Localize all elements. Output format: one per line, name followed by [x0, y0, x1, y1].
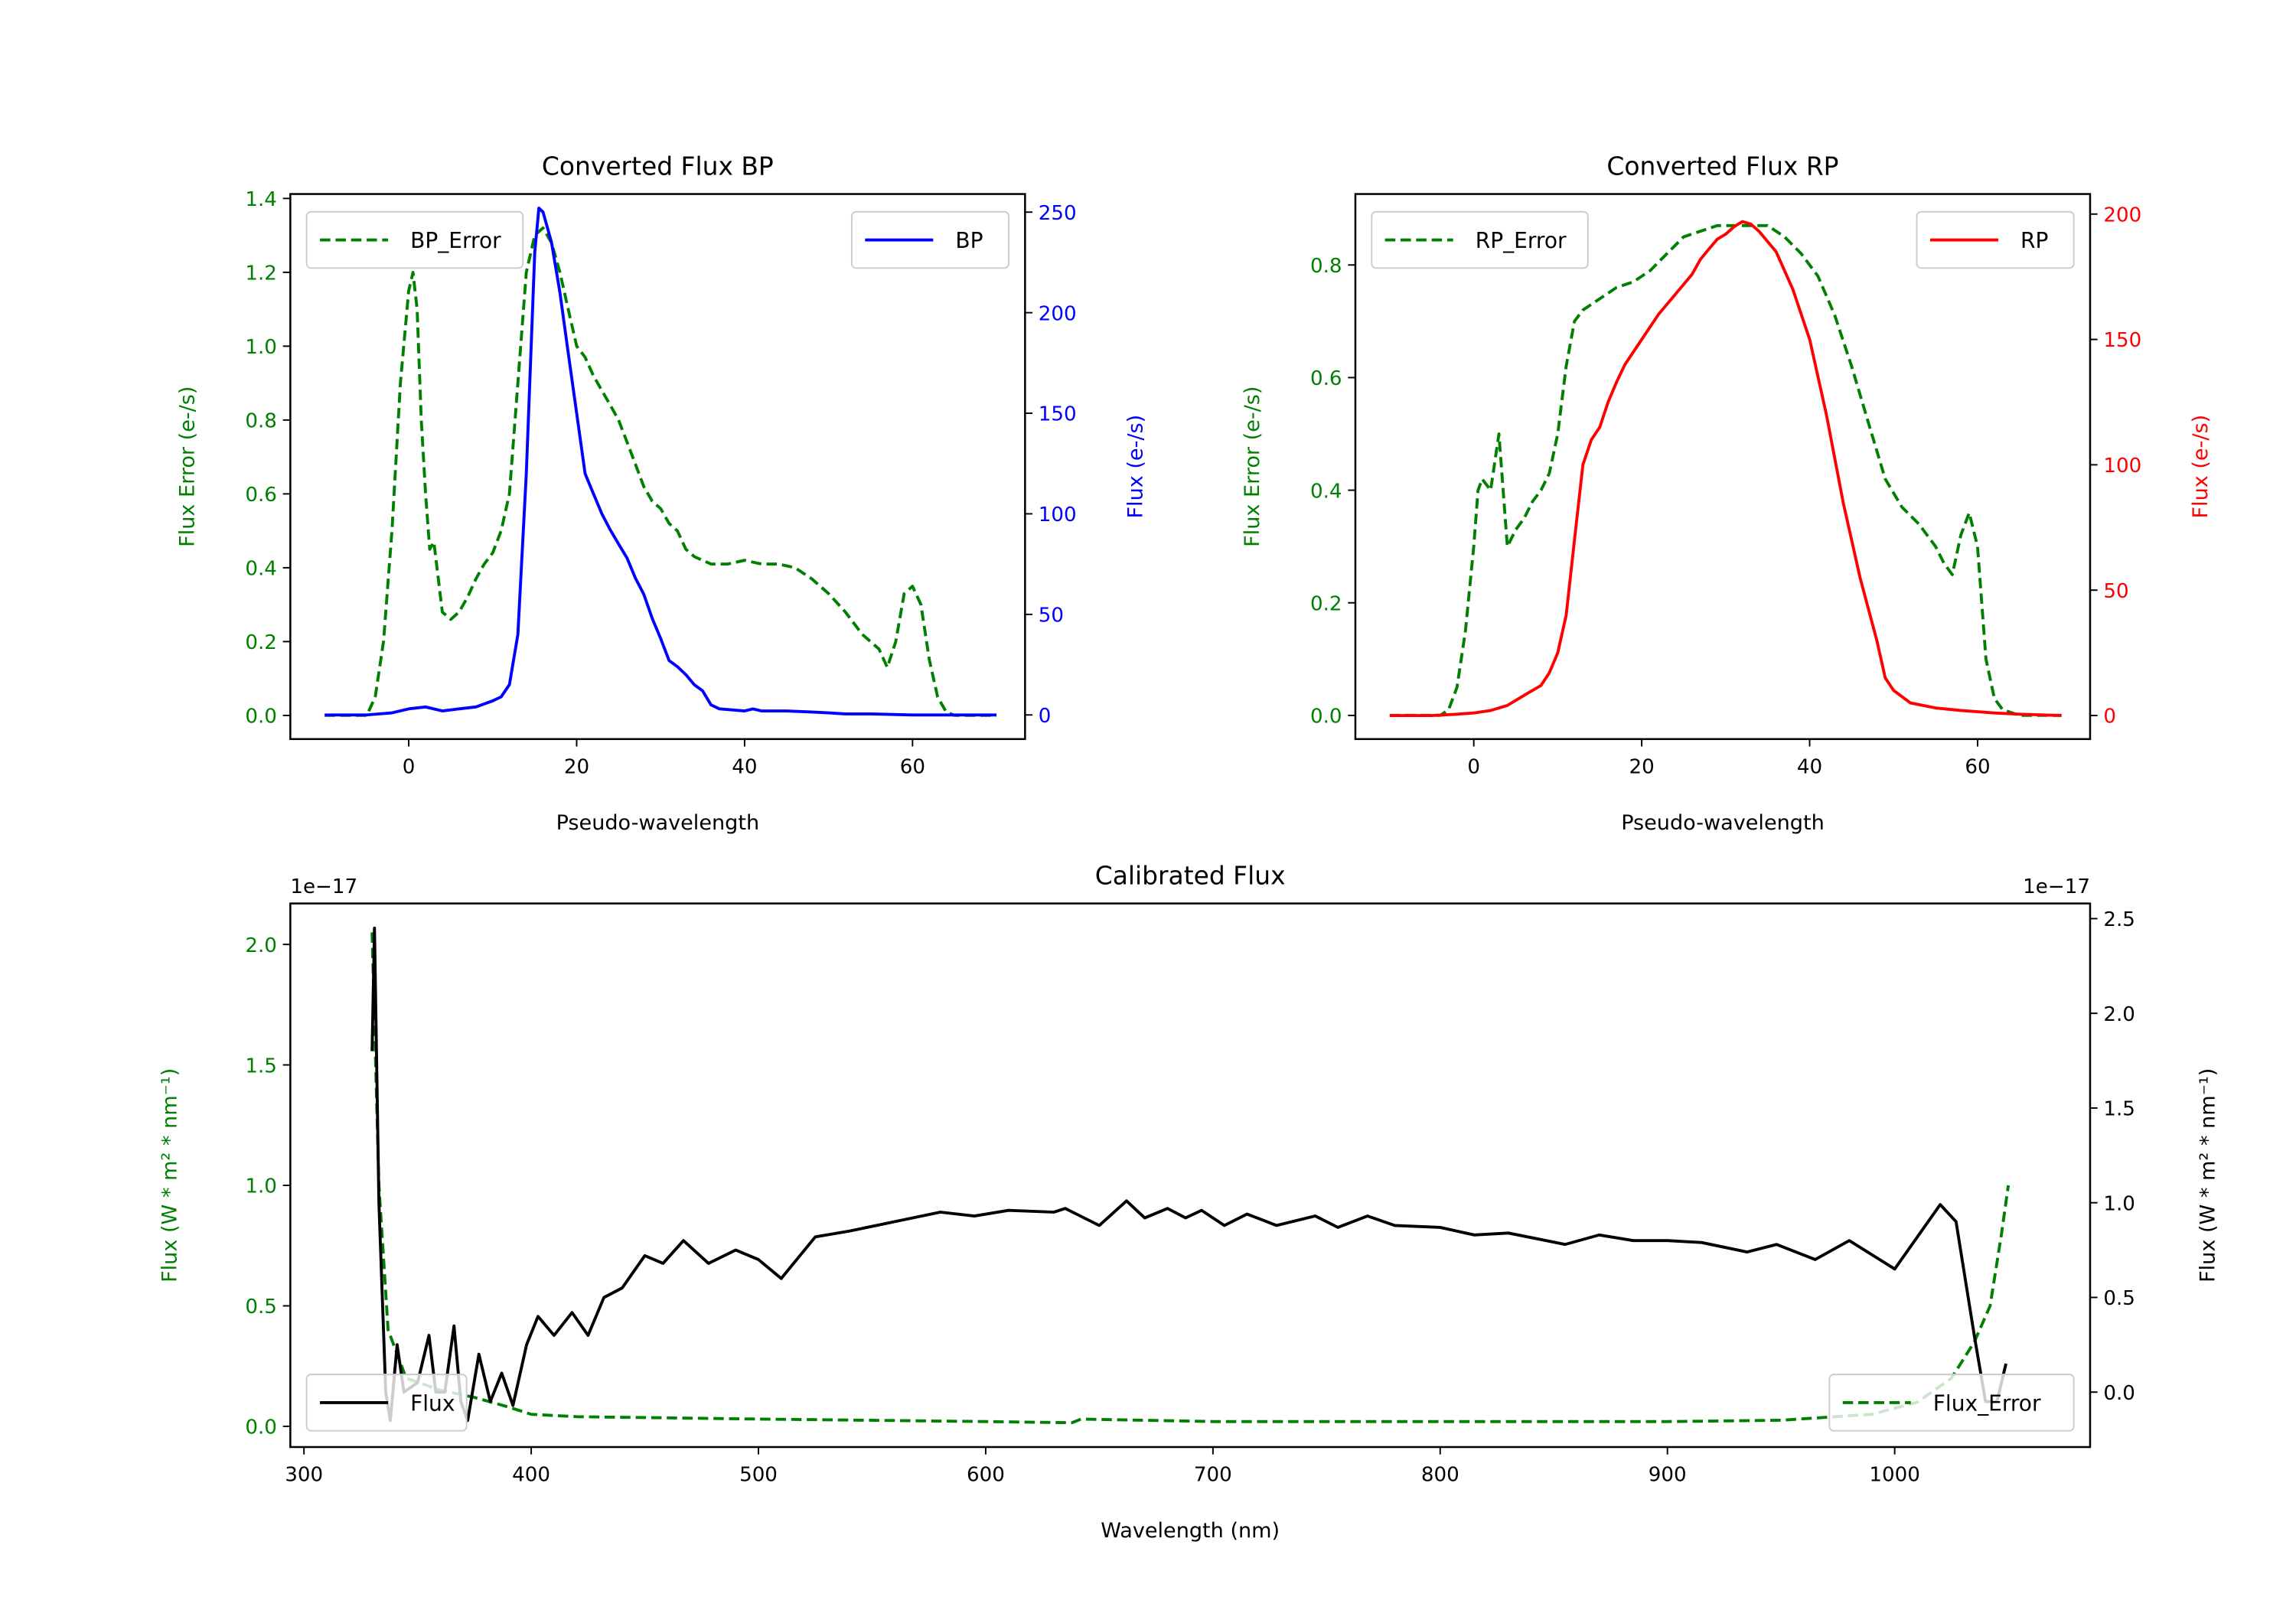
y-right-tick-label: 250	[1039, 202, 1077, 225]
series-line-rp	[1389, 220, 2062, 717]
y-right-tick-label: 2.0	[2103, 1003, 2135, 1026]
legend-label: RP	[2020, 228, 2048, 253]
legend-label: Flux_Error	[1933, 1391, 2041, 1416]
y-right-tick-label: 100	[2103, 455, 2141, 478]
series-line-bp	[325, 207, 997, 717]
axes-frame	[289, 902, 2092, 1449]
y-right-tick-label: 0.0	[2103, 1382, 2135, 1405]
y-left-axis-label: Flux Error (e-/s)	[176, 386, 200, 547]
legend-bp-error: BP_Error	[305, 210, 524, 269]
y-right-tick-label: 2.5	[2103, 908, 2135, 931]
y-left-tick-label: 1.2	[245, 262, 277, 285]
chart-panel-1: 0 20 40 60 0.0 0.2 0.4 0.6 0.8 1.0 1.2 1.4 0 50 100 150…	[176, 151, 1148, 834]
legend-box	[305, 210, 524, 269]
y-right-tick-label: 0	[1039, 705, 1052, 728]
x-tick-label: 40	[732, 755, 757, 778]
y-left-tick-label: 0.4	[245, 558, 277, 581]
y-right-tick-label: 200	[2103, 204, 2141, 227]
y-left-tick-label: 0.5	[245, 1296, 277, 1319]
x-tick-label: 500	[739, 1463, 778, 1486]
legend-box	[1371, 210, 1589, 269]
legend-label: BP_Error	[410, 228, 501, 253]
y-right-tick-label: 50	[2103, 580, 2128, 603]
y-left-tick-label: 0.6	[1310, 367, 1342, 390]
x-tick-label: 20	[564, 755, 589, 778]
legend-rp-error: RP_Error	[1371, 210, 1589, 269]
y-left-tick-label: 2.0	[245, 934, 277, 957]
x-tick-label: 20	[1629, 755, 1654, 778]
y-right-tick-label: 0.5	[2103, 1287, 2135, 1310]
chart-title: Calibrated Flux	[1095, 860, 1286, 890]
y-left-tick-label: 1.0	[245, 336, 277, 359]
y-left-tick-label: 1.0	[245, 1175, 277, 1198]
y-left-tick-label: 0.2	[1310, 592, 1342, 615]
x-axis-label: Wavelength (nm)	[1101, 1519, 1280, 1543]
chart-title: Converted Flux BP	[542, 151, 774, 181]
y-right-tick-label: 1.5	[2103, 1098, 2135, 1121]
chart-panel-2: 0 20 40 60 0.0 0.2 0.4 0.6 0.8 0 50 100 150 200 Conver…	[1241, 151, 2213, 834]
x-axis-label: Pseudo-wavelength	[556, 811, 760, 835]
y-left-tick-label: 0.6	[245, 484, 277, 507]
y-right-tick-label: 150	[2103, 329, 2141, 352]
chart-panel-3: 300 400 500 600 700 800 900 1000 0.0 0.5 1.0 1.5 2.0…	[158, 860, 2219, 1543]
y-right-axis-label: Flux (e-/s)	[2189, 415, 2213, 519]
y-left-tick-label: 0.2	[245, 631, 277, 654]
y-left-axis-label: Flux Error (e-/s)	[1241, 386, 1264, 547]
axes-frame	[1354, 193, 2092, 741]
legend-bp: BP	[850, 210, 1010, 269]
y-left-tick-label: 0.0	[1310, 706, 1342, 729]
series-line-rp-error	[1389, 223, 2062, 717]
x-tick-label: 60	[900, 755, 925, 778]
y-left-axis-label: Flux (W * m² * nm⁻¹)	[158, 1068, 181, 1283]
x-tick-label: 800	[1421, 1463, 1459, 1486]
y-left-tick-label: 0.0	[245, 1416, 277, 1439]
y-right-offset-label: 1e−17	[2023, 875, 2090, 898]
x-axis-label: Pseudo-wavelength	[1621, 811, 1825, 835]
x-tick-label: 900	[1649, 1463, 1687, 1486]
chart-title: Converted Flux RP	[1606, 151, 1838, 181]
legend-label: RP_Error	[1476, 228, 1567, 253]
series-line-bp-error	[325, 226, 997, 717]
x-tick-label: 0	[403, 755, 416, 778]
x-tick-label: 0	[1467, 755, 1480, 778]
y-left-tick-label: 1.4	[245, 188, 277, 211]
y-right-tick-label: 0	[2103, 706, 2116, 729]
y-right-tick-label: 100	[1039, 504, 1077, 526]
series-line-flux-error	[370, 932, 2011, 1425]
y-right-axis-label: Flux (e-/s)	[1124, 415, 1147, 519]
y-left-tick-label: 0.8	[245, 410, 277, 433]
legend-rp: RP	[1916, 210, 2075, 269]
y-right-tick-label: 150	[1039, 403, 1077, 426]
x-tick-label: 600	[967, 1463, 1005, 1486]
x-tick-label: 400	[512, 1463, 550, 1486]
x-tick-label: 1000	[1869, 1463, 1919, 1486]
x-tick-label: 40	[1797, 755, 1822, 778]
y-right-tick-label: 200	[1039, 302, 1077, 325]
y-right-axis-label: Flux (W * m² * nm⁻¹)	[2197, 1068, 2220, 1283]
x-tick-label: 300	[285, 1463, 323, 1486]
y-left-tick-label: 0.0	[245, 706, 277, 729]
legend-flux-error: Flux_Error	[1828, 1374, 2075, 1432]
legend-label: Flux	[410, 1391, 455, 1416]
y-left-tick-label: 1.5	[245, 1054, 277, 1077]
y-right-tick-label: 50	[1039, 605, 1064, 627]
y-left-tick-label: 0.4	[1310, 480, 1342, 503]
x-tick-label: 60	[1965, 755, 1990, 778]
legend-flux: Flux	[305, 1374, 468, 1432]
legend-box	[1828, 1374, 2075, 1432]
y-right-tick-label: 1.0	[2103, 1192, 2135, 1215]
x-tick-label: 700	[1194, 1463, 1232, 1486]
legend-label: BP	[955, 228, 983, 253]
y-left-offset-label: 1e−17	[290, 875, 357, 898]
y-left-tick-label: 0.8	[1310, 255, 1342, 278]
axes-frame	[289, 193, 1026, 741]
